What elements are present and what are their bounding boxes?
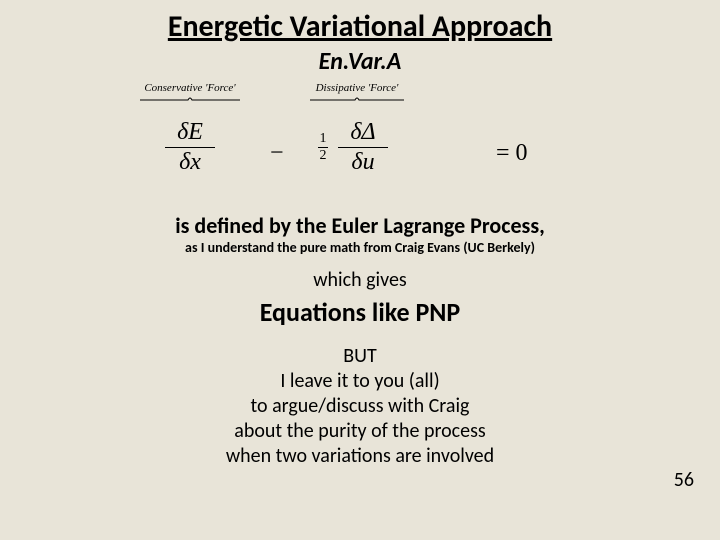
closing-line-1: BUT xyxy=(0,344,720,369)
closing-line-5: when two variations are involved xyxy=(0,444,720,469)
slide-subtitle: En.Var.A xyxy=(0,47,720,76)
defined-by-line: is defined by the Euler Lagrange Process… xyxy=(0,212,720,239)
equation-area: Conservative 'Force' Dissipative 'Force'… xyxy=(0,82,720,212)
slide-title: Energetic Variational Approach xyxy=(0,8,720,45)
brace-left-icon xyxy=(140,96,240,114)
brace-right-icon xyxy=(310,96,404,114)
one-half: 1 2 xyxy=(318,132,328,163)
page-number: 56 xyxy=(674,468,694,492)
fraction-dissipative: δΔ δu xyxy=(338,120,388,175)
frac2-denominator: δu xyxy=(338,150,388,175)
frac1-bar xyxy=(165,147,215,148)
frac2-bar xyxy=(338,147,388,148)
half-denominator: 2 xyxy=(318,149,328,163)
frac2-numerator: δΔ xyxy=(338,120,388,145)
frac1-denominator: δx xyxy=(165,150,215,175)
closing-line-2: I leave it to you (all) xyxy=(0,369,720,394)
slide: Energetic Variational Approach En.Var.A … xyxy=(0,0,720,540)
attribution-line: as I understand the pure math from Craig… xyxy=(0,239,720,256)
which-gives-line: which gives xyxy=(0,268,720,292)
equation-label-dissipative: Dissipative 'Force' xyxy=(302,82,412,94)
minus-sign: − xyxy=(270,140,284,167)
half-numerator: 1 xyxy=(318,132,328,146)
equation-label-conservative: Conservative 'Force' xyxy=(130,82,250,94)
fraction-conservative: δE δx xyxy=(165,120,215,175)
equations-like-pnp: Equations like PNP xyxy=(0,296,720,328)
closing-line-3: to argue/discuss with Craig xyxy=(0,394,720,419)
frac1-numerator: δE xyxy=(165,120,215,145)
equals-zero: = 0 xyxy=(496,140,528,167)
closing-line-4: about the purity of the process xyxy=(0,419,720,444)
closing-block: BUT I leave it to you (all) to argue/dis… xyxy=(0,344,720,469)
